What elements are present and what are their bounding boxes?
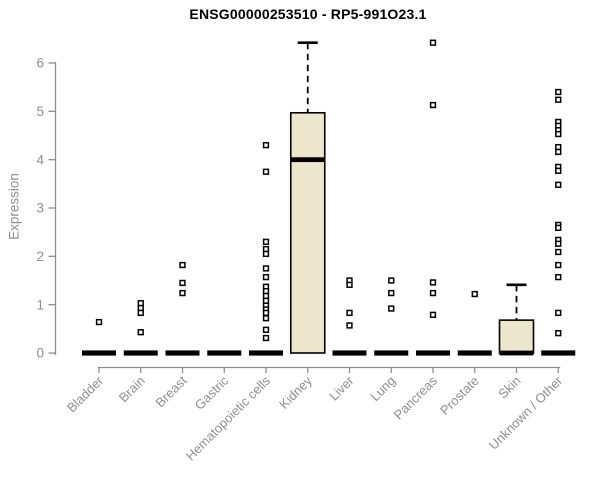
outlier-point-unknown-other bbox=[555, 224, 562, 231]
y-tick-label: 6 bbox=[36, 56, 44, 71]
outlier-point-hematopoietic-cells bbox=[262, 142, 270, 149]
outlier-point-hematopoietic-cells bbox=[262, 273, 270, 281]
box-kidney bbox=[289, 111, 326, 354]
x-category-label-kidney: Kidney bbox=[276, 373, 315, 412]
outlier-point-lung bbox=[388, 289, 395, 297]
outlier-point-unknown-other bbox=[555, 96, 562, 103]
outlier-point-hematopoietic-cells bbox=[262, 245, 270, 253]
outlier-point-unknown-other bbox=[555, 330, 562, 337]
zero-box-liver bbox=[332, 350, 367, 356]
y-tick-label: 2 bbox=[36, 249, 44, 264]
outlier-point-unknown-other bbox=[555, 88, 562, 96]
outlier-point-hematopoietic-cells bbox=[262, 287, 270, 295]
outlier-point-hematopoietic-cells bbox=[262, 315, 270, 322]
x-category-label-prostate: Prostate bbox=[437, 373, 482, 418]
outlier-point-unknown-other bbox=[555, 248, 562, 256]
x-category-label-unknown-other: Unknown / Other bbox=[486, 373, 566, 453]
outlier-point-pancreas bbox=[429, 279, 437, 286]
outlier-point-breast bbox=[179, 279, 186, 287]
outlier-point-unknown-other bbox=[555, 143, 562, 151]
outlier-point-pancreas bbox=[429, 39, 437, 46]
outlier-point-unknown-other bbox=[555, 240, 562, 247]
y-tick-label: 4 bbox=[36, 152, 44, 167]
zero-box-gastric bbox=[207, 350, 242, 356]
x-category-label-pancreas: Pancreas bbox=[391, 373, 441, 423]
x-category-label-skin: Skin bbox=[495, 373, 523, 401]
zero-box-breast bbox=[165, 350, 200, 356]
outlier-point-unknown-other bbox=[555, 130, 562, 138]
zero-box-unknown-other bbox=[541, 350, 576, 356]
chart-title: ENSG00000253510 - RP5-991O23.1 bbox=[189, 6, 427, 22]
zero-box-lung bbox=[374, 350, 409, 356]
outlier-point-hematopoietic-cells bbox=[262, 309, 270, 317]
outlier-point-liver bbox=[346, 309, 353, 317]
outlier-point-brain bbox=[137, 304, 144, 312]
outlier-point-unknown-other bbox=[555, 148, 562, 156]
outlier-point-bladder bbox=[95, 318, 103, 326]
outlier-point-hematopoietic-cells bbox=[262, 297, 270, 304]
outlier-point-breast bbox=[179, 289, 186, 297]
y-tick-label: 3 bbox=[36, 201, 44, 216]
zero-box-pancreas bbox=[416, 350, 450, 356]
outlier-point-pancreas bbox=[429, 311, 437, 318]
outlier-point-hematopoietic-cells bbox=[262, 238, 270, 245]
outlier-point-unknown-other bbox=[555, 273, 562, 281]
outlier-point-hematopoietic-cells bbox=[262, 292, 270, 300]
y-tick-label: 1 bbox=[36, 297, 44, 312]
zero-box-prostate bbox=[457, 350, 492, 356]
outlier-point-unknown-other bbox=[555, 181, 562, 188]
outlier-point-hematopoietic-cells bbox=[262, 326, 270, 333]
outlier-point-liver bbox=[346, 281, 353, 289]
outlier-point-brain bbox=[137, 300, 144, 307]
median-skin bbox=[499, 350, 534, 356]
outlier-point-brain bbox=[137, 329, 144, 336]
zero-box-hematopoietic-cells bbox=[249, 350, 283, 356]
outlier-point-pancreas bbox=[429, 101, 437, 109]
zero-box-bladder bbox=[82, 350, 116, 356]
outlier-point-hematopoietic-cells bbox=[262, 168, 270, 175]
x-category-label-liver: Liver bbox=[326, 373, 357, 404]
outlier-point-lung bbox=[388, 305, 395, 312]
outlier-point-liver bbox=[346, 322, 353, 329]
outlier-point-brain bbox=[137, 309, 144, 317]
y-tick-label: 0 bbox=[36, 346, 44, 361]
outlier-point-unknown-other bbox=[555, 167, 562, 174]
x-category-label-bladder: Bladder bbox=[64, 373, 107, 416]
outlier-point-hematopoietic-cells bbox=[262, 334, 270, 342]
outlier-point-lung bbox=[388, 277, 395, 284]
outlier-point-prostate bbox=[471, 290, 478, 298]
outlier-point-hematopoietic-cells bbox=[262, 250, 270, 258]
box-skin bbox=[498, 319, 535, 354]
outlier-point-unknown-other bbox=[555, 261, 562, 269]
x-category-label-lung: Lung bbox=[367, 373, 398, 404]
x-category-label-gastric: Gastric bbox=[192, 373, 232, 413]
outlier-point-unknown-other bbox=[555, 309, 562, 317]
x-category-label-breast: Breast bbox=[152, 373, 189, 410]
outlier-point-breast bbox=[179, 261, 186, 269]
zero-box-brain bbox=[123, 350, 158, 356]
y-tick-label: 5 bbox=[36, 104, 44, 119]
x-category-label-brain: Brain bbox=[116, 373, 148, 405]
outlier-point-pancreas bbox=[429, 289, 437, 297]
outlier-point-hematopoietic-cells bbox=[262, 265, 270, 272]
median-kidney bbox=[290, 157, 325, 163]
